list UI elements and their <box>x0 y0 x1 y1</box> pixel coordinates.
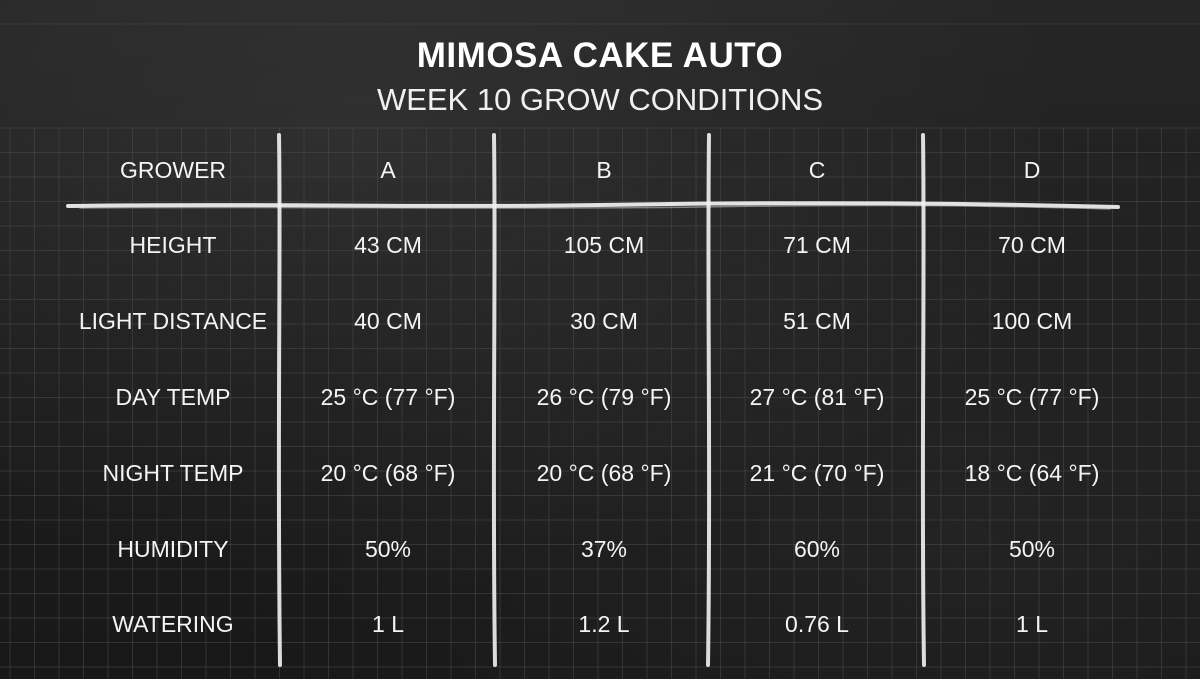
table-cell: 20 °C (68 °F) <box>536 460 672 486</box>
header-cell-grower: GROWER <box>119 157 227 183</box>
table-cell: 1 L <box>372 611 404 637</box>
row-label-light-distance: LIGHT DISTANCE <box>78 308 268 334</box>
header-cell-a: A <box>380 157 396 183</box>
page-title: MIMOSA CAKE AUTO <box>416 36 784 75</box>
table-cell: 51 CM <box>783 308 851 334</box>
row-label-night-temp: NIGHT TEMP <box>102 460 244 486</box>
row-label-watering: WATERING <box>112 611 234 637</box>
table-cell: 43 CM <box>354 232 422 258</box>
table-cell: 50% <box>1008 536 1056 562</box>
table-cell: 30 CM <box>570 308 638 334</box>
row-label-height: HEIGHT <box>129 232 217 258</box>
page-subtitle: WEEK 10 GROW CONDITIONS <box>376 82 824 117</box>
table-cell: 18 °C (64 °F) <box>964 460 1100 486</box>
table-cell: 71 CM <box>783 232 851 258</box>
table-cell: 20 °C (68 °F) <box>320 460 456 486</box>
table-cell: 0.76 L <box>785 611 849 637</box>
table-cell: 50% <box>364 536 412 562</box>
table-cell: 25 °C (77 °F) <box>320 384 456 410</box>
table-cell: 100 CM <box>991 308 1073 334</box>
row-label-day-temp: DAY TEMP <box>115 384 231 410</box>
table-cell: 70 CM <box>998 232 1066 258</box>
row-label-humidity: HUMIDITY <box>117 536 229 562</box>
table-cell: 26 °C (79 °F) <box>536 384 672 410</box>
table-cell: 25 °C (77 °F) <box>964 384 1100 410</box>
header-cell-d: D <box>1023 157 1041 183</box>
table-cell: 27 °C (81 °F) <box>749 384 885 410</box>
title-block: MIMOSA CAKE AUTO WEEK 10 GROW CONDITIONS <box>0 34 1200 120</box>
table-cell: 37% <box>580 536 628 562</box>
header-cell-c: C <box>808 157 826 183</box>
table-cell: 21 °C (70 °F) <box>749 460 885 486</box>
header-cell-b: B <box>596 157 612 183</box>
table-cell: 40 CM <box>354 308 422 334</box>
table-cell: 1.2 L <box>578 611 630 637</box>
table-cell: 105 CM <box>563 232 645 258</box>
table-cell: 60% <box>793 536 841 562</box>
table-cell: 1 L <box>1016 611 1048 637</box>
